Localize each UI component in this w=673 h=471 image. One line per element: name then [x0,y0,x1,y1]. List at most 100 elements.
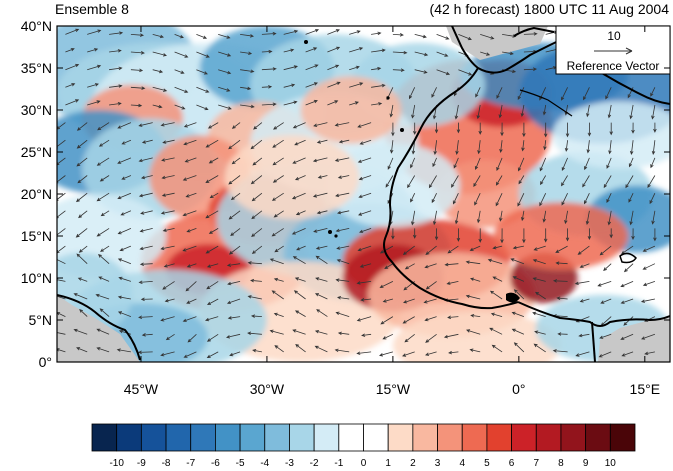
wind-vector [517,157,525,172]
wind-vector [500,122,504,137]
wind-vector [561,87,568,101]
wind-vector [575,351,590,357]
wind-vector [294,310,306,317]
anomaly-patch [300,76,402,144]
wind-vector [327,29,340,35]
wind-vector [121,139,132,145]
wind-vector [184,157,197,163]
wind-vector [182,175,197,181]
wind-vector [57,122,66,130]
colorbar-swatch [289,423,315,452]
wind-vector [316,139,328,144]
wind-vector [76,157,88,167]
wind-vector [411,210,416,226]
anomaly-patch [434,160,536,228]
wind-vector [292,256,306,265]
wind-vector [162,139,175,144]
wind-vector [336,245,350,250]
wind-vector [65,48,75,53]
wind-vector [152,69,164,74]
wind-vector [379,351,394,357]
wind-vector [273,122,284,130]
wind-vector [499,210,503,222]
wind-vector [174,69,185,74]
wind-vector [96,228,110,237]
wind-vector [335,311,350,317]
wind-vector [182,316,197,322]
africa-southeast-mask [598,318,670,362]
wind-vector [534,330,546,335]
wind-vector [240,104,255,109]
wind-vector [120,210,132,216]
wind-vector [141,333,153,337]
wind-vector [261,49,273,54]
wind-vector [653,122,657,133]
wind-vector [453,157,459,169]
wind-vector [313,228,328,233]
wind-vector [271,290,284,300]
wind-vector [196,86,210,93]
wind-vector [424,316,437,322]
wind-vector [410,193,416,203]
wind-vector [205,139,219,148]
wind-vector [473,175,481,187]
wind-vector [78,210,88,219]
wind-vector [552,279,568,283]
cape-verde-marker-2 [334,234,338,238]
wind-vector [152,34,164,39]
wind-vector [623,263,634,273]
wind-vector [565,228,570,242]
wind-vector [380,316,394,325]
wind-vector [252,349,262,353]
wind-vector [75,192,88,203]
wind-vector [327,81,341,88]
wind-vector [291,192,306,200]
wind-vector [206,333,219,342]
wind-vector [230,192,241,201]
wind-vector [586,140,590,154]
wind-vector [250,139,263,150]
canary-islands-marker [400,128,404,132]
wind-vector [522,122,526,138]
colorbar-label: -10 [109,458,124,469]
lon-tick-label: 15°W [376,381,411,397]
wind-vector [404,263,415,270]
wind-vector [512,276,525,282]
wind-vector [539,87,547,101]
wind-vector [261,102,277,106]
wind-vector [533,343,546,353]
wind-vector [487,258,503,265]
wind-vector [598,351,612,358]
reference-vector-arrowhead [625,47,633,55]
wind-vector [65,99,80,106]
wind-vector [564,210,568,225]
wind-vector [186,263,197,268]
wind-vector [454,210,459,225]
wind-vector [174,86,189,93]
wind-vector [314,330,328,335]
wind-vector [379,281,394,288]
wind-vector [582,175,590,188]
colorbar-swatch [585,423,611,452]
colorbar-label: 2 [410,458,416,469]
wind-vector [555,245,568,253]
wind-vector [314,345,328,353]
wind-vector [73,328,88,335]
wind-vector [119,245,132,252]
reference-vector-label: Reference Vector [567,59,660,73]
wind-vector [261,67,277,71]
colorbar-label: 1 [385,458,391,469]
wind-vector [499,140,503,154]
wind-vector [269,258,284,265]
wind-vector [432,210,437,226]
wind-vector [97,122,110,131]
wind-vector [57,332,66,335]
wind-vector [625,175,634,189]
wind-vector [357,122,372,128]
wind-vector [496,87,503,99]
coast-north-africa [451,26,670,105]
wind-vector [518,175,525,185]
wind-vector [561,175,568,187]
wind-vector [96,328,110,335]
wind-vector [476,104,481,120]
